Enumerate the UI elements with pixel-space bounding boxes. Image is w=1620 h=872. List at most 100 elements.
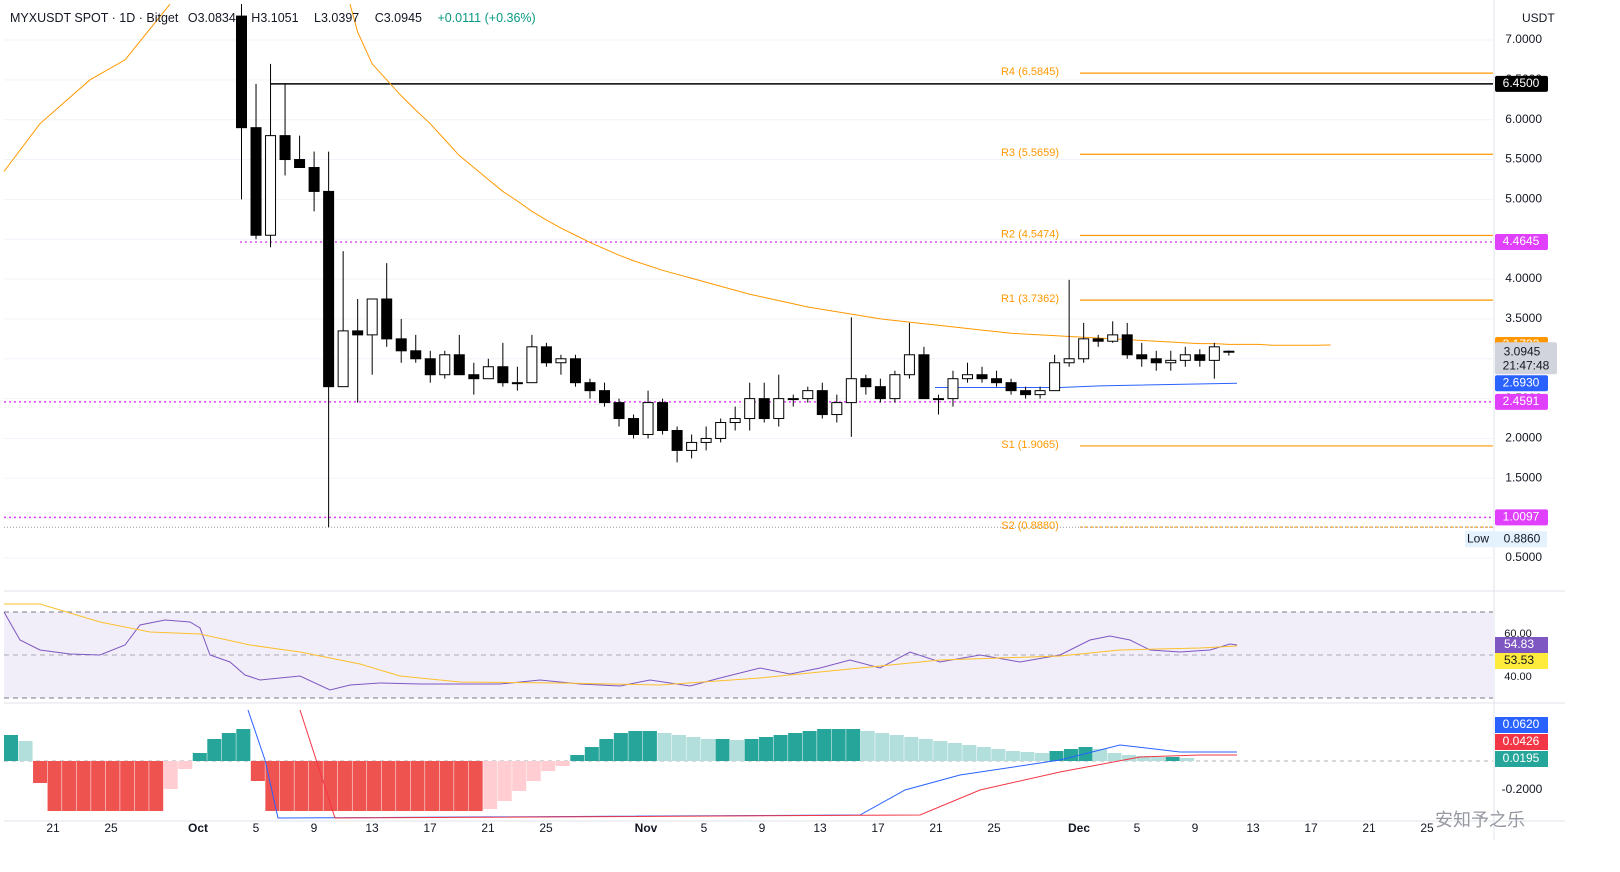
last-price-bg bbox=[1495, 342, 1557, 375]
candle[interactable] bbox=[991, 370, 1003, 387]
macd-hist-bar bbox=[18, 741, 33, 761]
candle[interactable] bbox=[758, 382, 770, 423]
candle[interactable] bbox=[845, 317, 857, 437]
candle-body bbox=[671, 429, 683, 451]
pivot-label: R3 (5.5659) bbox=[1001, 147, 1059, 159]
price-axis-tick: 4.0000 bbox=[1505, 271, 1542, 285]
price-axis-tick: 6.0000 bbox=[1505, 112, 1542, 126]
time-axis-tick: 17 bbox=[1304, 821, 1318, 835]
candle[interactable] bbox=[903, 322, 915, 379]
symbol-legend[interactable]: MYXUSDT SPOT · 1D · Bitget O3.0834 H3.10… bbox=[10, 11, 542, 25]
high-value: 3.1051 bbox=[260, 11, 299, 25]
candle[interactable] bbox=[787, 394, 799, 407]
candle[interactable] bbox=[671, 426, 683, 463]
candle[interactable] bbox=[932, 394, 944, 415]
candle[interactable] bbox=[1005, 378, 1017, 395]
candle-body bbox=[468, 374, 480, 380]
candle[interactable] bbox=[744, 382, 756, 431]
candle-body bbox=[265, 135, 277, 236]
candle[interactable] bbox=[453, 334, 465, 376]
candle[interactable] bbox=[323, 151, 335, 528]
candle[interactable] bbox=[1165, 350, 1177, 371]
candle[interactable] bbox=[874, 378, 886, 403]
candle[interactable] bbox=[802, 386, 814, 403]
candle-body bbox=[381, 298, 393, 340]
macd-hist-bar bbox=[207, 739, 222, 761]
candle[interactable] bbox=[976, 366, 988, 383]
macd-hist-bar bbox=[381, 761, 396, 811]
price-axis-tick: 3.5000 bbox=[1505, 311, 1542, 325]
candle[interactable] bbox=[1078, 322, 1090, 363]
candle-body bbox=[1005, 382, 1017, 392]
candle-body bbox=[1107, 334, 1119, 342]
candle[interactable] bbox=[860, 374, 872, 395]
candle-body bbox=[584, 382, 596, 392]
price-badge-bg bbox=[1495, 234, 1548, 251]
rsi-axis-tick: 60.00 bbox=[1504, 628, 1532, 640]
candle[interactable] bbox=[526, 334, 538, 384]
candle[interactable] bbox=[1049, 354, 1061, 392]
candle[interactable] bbox=[947, 370, 959, 407]
candle[interactable] bbox=[816, 382, 828, 419]
candle[interactable] bbox=[773, 374, 785, 427]
candle[interactable] bbox=[1063, 279, 1075, 367]
candle[interactable] bbox=[1107, 321, 1119, 343]
candle[interactable] bbox=[1150, 350, 1162, 371]
price-badge: 2.4591 bbox=[1495, 393, 1548, 410]
candle[interactable] bbox=[1223, 350, 1235, 356]
candle[interactable] bbox=[918, 346, 930, 400]
candle[interactable] bbox=[628, 414, 640, 439]
candle[interactable] bbox=[642, 390, 654, 439]
candle-body bbox=[540, 346, 552, 364]
candle[interactable] bbox=[686, 434, 698, 459]
macd-hist-bar bbox=[759, 737, 774, 761]
candle[interactable] bbox=[497, 342, 509, 387]
candle[interactable] bbox=[410, 334, 422, 363]
price-axis-tick: 5.5000 bbox=[1505, 152, 1542, 166]
candle[interactable] bbox=[599, 382, 610, 407]
candle[interactable] bbox=[482, 358, 494, 380]
candle[interactable] bbox=[889, 370, 901, 403]
candle[interactable] bbox=[337, 251, 349, 388]
macd-hist-bar bbox=[1180, 758, 1195, 761]
candle[interactable] bbox=[1136, 342, 1148, 367]
candle[interactable] bbox=[715, 418, 727, 443]
candle[interactable] bbox=[729, 406, 741, 431]
candle[interactable] bbox=[555, 354, 567, 375]
candle[interactable] bbox=[279, 83, 291, 176]
candle[interactable] bbox=[831, 394, 843, 423]
candle[interactable] bbox=[511, 366, 523, 391]
candle[interactable] bbox=[569, 354, 581, 387]
candle[interactable] bbox=[424, 350, 436, 383]
candle[interactable] bbox=[395, 318, 407, 363]
candle[interactable] bbox=[584, 378, 596, 399]
candle[interactable] bbox=[352, 299, 364, 403]
candle[interactable] bbox=[294, 135, 306, 169]
macd-badge-label: 0.0426 bbox=[1503, 734, 1540, 748]
candle[interactable] bbox=[468, 362, 480, 395]
candle[interactable] bbox=[1121, 322, 1133, 359]
candle-body bbox=[976, 374, 988, 380]
candle[interactable] bbox=[1020, 386, 1032, 399]
time-axis-tick: 17 bbox=[871, 821, 885, 835]
candle[interactable] bbox=[265, 63, 277, 248]
candle[interactable] bbox=[308, 151, 320, 212]
candle[interactable] bbox=[540, 342, 552, 367]
candle[interactable] bbox=[657, 398, 669, 435]
candle[interactable] bbox=[366, 298, 378, 375]
candle[interactable] bbox=[1034, 386, 1046, 399]
candle[interactable] bbox=[381, 263, 393, 347]
candle[interactable] bbox=[1208, 342, 1220, 379]
macd-badge-label: 0.0620 bbox=[1503, 717, 1540, 731]
candle[interactable] bbox=[700, 426, 712, 451]
candle[interactable] bbox=[439, 350, 451, 379]
candle[interactable] bbox=[1092, 334, 1104, 347]
candle[interactable] bbox=[1179, 346, 1191, 367]
candle[interactable] bbox=[962, 362, 973, 383]
candle[interactable] bbox=[250, 83, 262, 240]
candle[interactable] bbox=[1194, 349, 1206, 367]
candle[interactable] bbox=[236, 4, 247, 200]
candle[interactable] bbox=[613, 398, 625, 427]
